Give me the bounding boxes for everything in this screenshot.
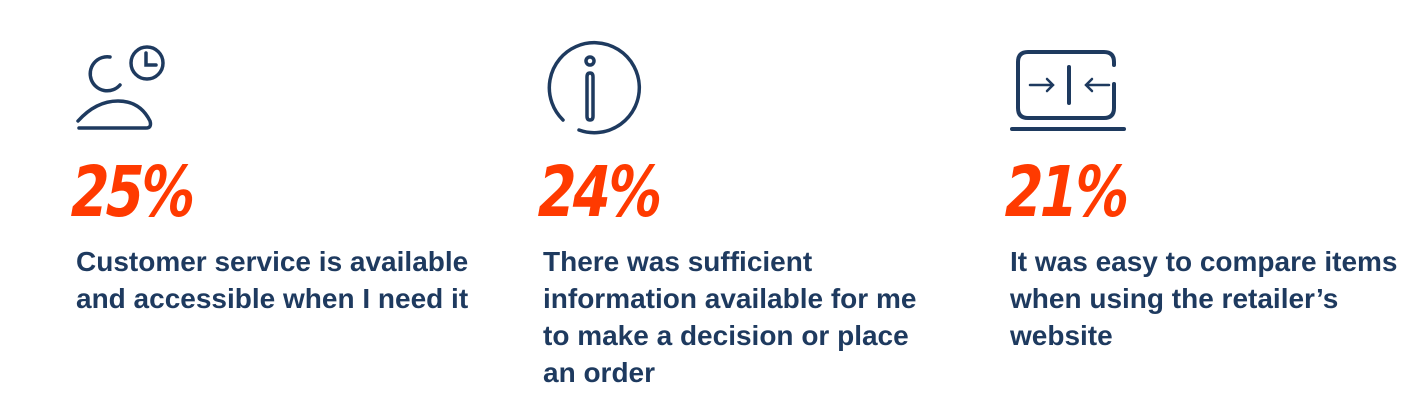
stat-value: 25%	[63, 151, 200, 233]
stat-value: 24%	[530, 151, 667, 233]
laptop-compare-icon	[1010, 50, 1126, 131]
stat-description: Customer service is available and access…	[76, 246, 469, 314]
stat-value: 21%	[997, 151, 1134, 233]
stat-description: It was easy to compare items when using …	[1010, 246, 1398, 351]
customer-service-clock-icon	[76, 45, 165, 130]
info-icon	[547, 40, 642, 135]
stat-description: There was sufficient information availab…	[543, 246, 917, 388]
